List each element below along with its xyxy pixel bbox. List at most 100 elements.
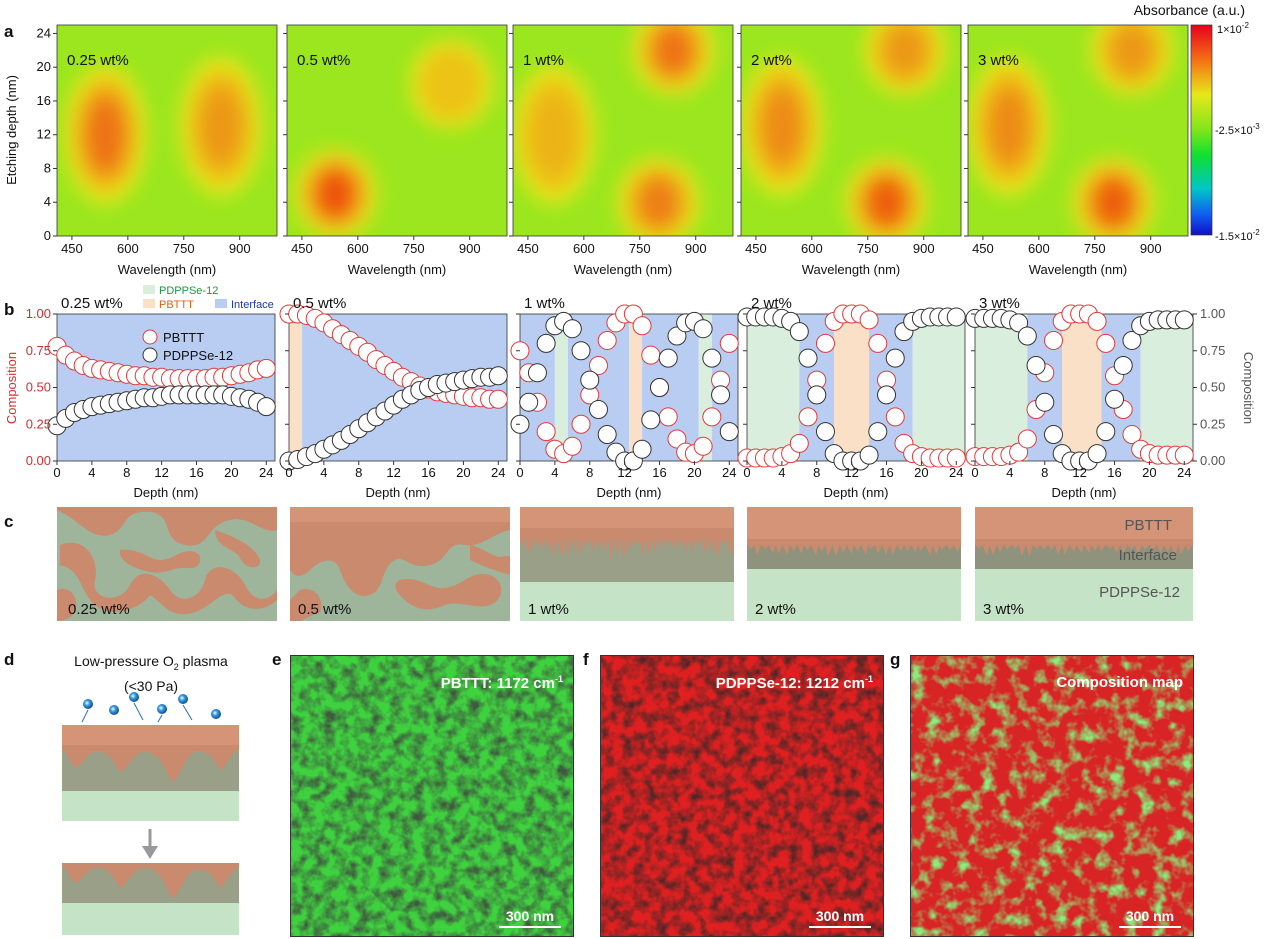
panel-b-composition-plots: 0.25 wt% 0 4 8 12 16 20 24 Depth (nm) 0.00 0.25 0.5… <box>4 285 1256 500</box>
xtick-label: 600 <box>1028 241 1050 256</box>
pbttt-point <box>571 414 591 434</box>
xtick-label: 4 <box>1006 465 1013 480</box>
pbttt-point <box>693 436 713 456</box>
pdppse-point <box>702 348 722 368</box>
pdppse-point <box>719 422 739 442</box>
hot-spot-2 <box>1071 157 1156 236</box>
pdppse-point <box>1174 310 1194 330</box>
pdppse-point <box>789 322 809 342</box>
pdppse-point <box>588 400 608 420</box>
pbttt-point <box>1017 429 1037 449</box>
schematic-label-2wt: 2 wt% <box>755 601 796 618</box>
ytick-label-left: 0.50 <box>26 380 51 395</box>
pbttt-point <box>719 333 739 353</box>
heatmap-label-2: 1 wt% <box>523 52 564 69</box>
pdppse-point <box>650 378 670 397</box>
hot-spot-1 <box>179 56 264 197</box>
pbttt-point <box>1009 442 1029 462</box>
heatmap-xlabel-4: Wavelength (nm) <box>1029 262 1128 277</box>
ytick-label: 24 <box>37 25 51 40</box>
colorbar-tick-max: 1×10-2 <box>1217 21 1249 36</box>
pdppse-point <box>946 307 966 327</box>
pdppse-point <box>536 333 556 353</box>
pdppse-point <box>815 422 835 442</box>
legend-pdppse-label: PDPPSe-12 <box>163 348 233 363</box>
composition-plot-4: 3 wt% 0 4 8 12 16 20 24 Depth (nm) 0.00 0.25 0.50 0.… <box>965 295 1225 500</box>
xtick-label: 12 <box>1072 465 1086 480</box>
pdppse-point <box>571 341 591 361</box>
film-before-etch <box>62 725 239 821</box>
hot-spot-0 <box>63 64 148 205</box>
pdppse-point <box>597 425 617 445</box>
xtick-label: 16 <box>1107 465 1121 480</box>
heatmap-0 <box>57 25 277 236</box>
xtick-label: 0 <box>516 465 523 480</box>
pdppse-point <box>562 319 582 339</box>
pdppse-point <box>711 385 731 405</box>
scale-bar-e: 300 nm <box>499 908 561 928</box>
pbttt-point <box>885 407 905 427</box>
xtick-label: 4 <box>320 465 327 480</box>
pdppse-point <box>527 363 547 383</box>
panel-b-ylabel-left: Composition <box>4 352 19 424</box>
xtick-label: 12 <box>617 465 631 480</box>
heatmap-3 <box>741 25 961 236</box>
ytick-label: 20 <box>37 59 51 74</box>
region-pbttt <box>1062 314 1102 461</box>
region-pbttt <box>289 314 303 461</box>
composition-xlabel-1: Depth (nm) <box>365 485 430 500</box>
pbttt-point <box>256 358 276 378</box>
xtick-label: 4 <box>88 465 95 480</box>
xtick-label: 24 <box>722 465 736 480</box>
xtick-label: 16 <box>652 465 666 480</box>
heatmap-frame-1 <box>286 24 508 237</box>
hot-spot-2 <box>616 157 701 236</box>
xtick-label: 12 <box>386 465 400 480</box>
pdppse-point <box>580 370 600 390</box>
heatmap-frame-4 <box>967 24 1189 237</box>
pdppse-point <box>1105 389 1125 409</box>
pbttt-point <box>798 407 818 427</box>
colorbar-title: Absorbance (a.u.) <box>1134 2 1245 18</box>
pbttt-point <box>1122 425 1142 445</box>
heatmap-1 <box>287 25 507 236</box>
xtick-label: 900 <box>1140 241 1162 256</box>
figure-letter-f: f <box>583 650 589 669</box>
composition-plot-1: 0.5 wt% 0 4 8 12 16 20 24 Depth (nm) <box>279 295 508 500</box>
xtick-label: 750 <box>629 241 651 256</box>
schematic-3wt <box>975 507 1193 621</box>
panel-c-schematics: 0.25 wt% 0.5 wt% 1 wt% 2 wt% 3 wt% PBTTT… <box>57 507 1193 621</box>
hot-spot-0 <box>293 148 378 236</box>
heatmap-2 <box>513 25 733 236</box>
map-pbttt-label: PBTTT: 1172 cm-1 <box>440 674 563 692</box>
xtick-label: 600 <box>573 241 595 256</box>
pdppse-point <box>519 392 539 412</box>
pdppse-point <box>693 319 713 339</box>
hot-spot-0 <box>968 56 1052 197</box>
xtick-label: 450 <box>61 241 83 256</box>
hot-spot-1 <box>409 39 494 130</box>
region-pdppse-12 <box>747 314 800 461</box>
heatmap-xlabel-0: Wavelength (nm) <box>118 262 217 277</box>
ytick-label: 12 <box>37 127 51 142</box>
composition-title-2: 1 wt% <box>524 295 565 312</box>
hot-spot-1 <box>631 25 716 96</box>
ytick-label-left: 1.00 <box>26 306 51 321</box>
xtick-label: 8 <box>355 465 362 480</box>
composition-plot-2: 1 wt% 0 4 8 12 16 20 24 Depth (nm) <box>510 295 739 500</box>
pbttt-point <box>667 429 687 449</box>
xtick-label: 600 <box>347 241 369 256</box>
pbttt-point <box>562 436 582 456</box>
pdppse-point <box>885 348 905 368</box>
pdppse-point <box>1017 326 1037 346</box>
xtick-label: 750 <box>1084 241 1106 256</box>
pdppse-point <box>667 326 687 346</box>
xtick-label: 900 <box>229 241 251 256</box>
hot-spot-0 <box>741 56 825 197</box>
pbttt-point <box>488 389 508 409</box>
hot-spot-2 <box>844 157 929 236</box>
film-after-etch <box>62 863 239 935</box>
map-texture-pbttt <box>291 656 573 936</box>
oxygen-ions <box>81 692 221 723</box>
composition-xlabel-3: Depth (nm) <box>823 485 888 500</box>
